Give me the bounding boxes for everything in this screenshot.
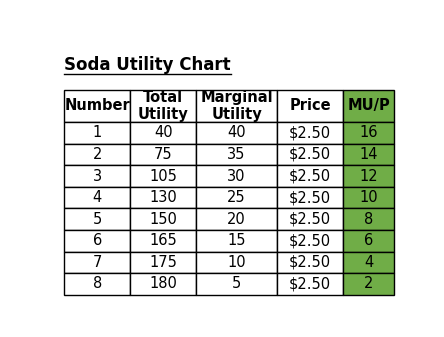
Text: Total
Utility: Total Utility — [138, 90, 189, 122]
Text: 175: 175 — [149, 255, 177, 270]
Bar — [130, 144, 196, 165]
Bar — [64, 273, 130, 295]
Text: 10: 10 — [227, 255, 246, 270]
Bar — [130, 122, 196, 144]
Bar — [196, 144, 277, 165]
Bar — [277, 252, 343, 273]
Text: $2.50: $2.50 — [289, 190, 331, 205]
Bar — [277, 208, 343, 230]
Text: 165: 165 — [149, 233, 177, 248]
Bar — [277, 90, 343, 122]
Text: $2.50: $2.50 — [289, 233, 331, 248]
Bar — [130, 230, 196, 252]
Text: 150: 150 — [149, 212, 177, 227]
Bar — [196, 187, 277, 208]
Text: 8: 8 — [92, 276, 102, 292]
Bar — [343, 187, 394, 208]
Bar — [196, 208, 277, 230]
Text: 2: 2 — [92, 147, 102, 162]
Text: $2.50: $2.50 — [289, 125, 331, 141]
Text: 7: 7 — [92, 255, 102, 270]
Bar — [196, 122, 277, 144]
Bar — [130, 208, 196, 230]
Bar — [64, 208, 130, 230]
Bar — [277, 144, 343, 165]
Text: Price: Price — [289, 98, 331, 114]
Bar — [196, 252, 277, 273]
Text: 2: 2 — [364, 276, 373, 292]
Text: 180: 180 — [149, 276, 177, 292]
Bar — [343, 230, 394, 252]
Bar — [343, 252, 394, 273]
Text: 25: 25 — [227, 190, 246, 205]
Text: 35: 35 — [227, 147, 246, 162]
Text: 30: 30 — [227, 168, 246, 184]
Text: 4: 4 — [364, 255, 373, 270]
Bar — [64, 144, 130, 165]
Bar — [277, 122, 343, 144]
Bar — [196, 273, 277, 295]
Text: Number: Number — [64, 98, 130, 114]
Bar — [277, 273, 343, 295]
Bar — [196, 90, 277, 122]
Text: 20: 20 — [227, 212, 246, 227]
Bar — [343, 122, 394, 144]
Bar — [64, 90, 130, 122]
Text: Marginal
Utility: Marginal Utility — [200, 90, 273, 122]
Bar — [277, 165, 343, 187]
Text: 6: 6 — [92, 233, 102, 248]
Bar — [64, 122, 130, 144]
Bar — [64, 230, 130, 252]
Text: $2.50: $2.50 — [289, 212, 331, 227]
Text: $2.50: $2.50 — [289, 276, 331, 292]
Bar — [343, 144, 394, 165]
Bar — [343, 90, 394, 122]
Text: 3: 3 — [92, 168, 102, 184]
Bar — [64, 187, 130, 208]
Bar — [130, 90, 196, 122]
Text: $2.50: $2.50 — [289, 255, 331, 270]
Bar — [277, 230, 343, 252]
Text: 130: 130 — [149, 190, 177, 205]
Text: 105: 105 — [149, 168, 177, 184]
Text: 40: 40 — [227, 125, 246, 141]
Bar — [343, 273, 394, 295]
Text: 1: 1 — [92, 125, 102, 141]
Text: 4: 4 — [92, 190, 102, 205]
Text: 6: 6 — [364, 233, 373, 248]
Bar — [130, 165, 196, 187]
Text: MU/P: MU/P — [347, 98, 390, 114]
Bar — [130, 273, 196, 295]
Text: 16: 16 — [360, 125, 378, 141]
Text: $2.50: $2.50 — [289, 147, 331, 162]
Bar — [277, 187, 343, 208]
Text: 75: 75 — [154, 147, 173, 162]
Text: $2.50: $2.50 — [289, 168, 331, 184]
Text: 15: 15 — [227, 233, 246, 248]
Text: 40: 40 — [154, 125, 173, 141]
Bar — [130, 187, 196, 208]
Bar — [343, 165, 394, 187]
Text: 14: 14 — [360, 147, 378, 162]
Text: Soda Utility Chart: Soda Utility Chart — [64, 56, 231, 74]
Text: 12: 12 — [360, 168, 378, 184]
Bar — [130, 252, 196, 273]
Bar — [196, 230, 277, 252]
Text: 5: 5 — [232, 276, 241, 292]
Bar — [64, 252, 130, 273]
Bar — [64, 165, 130, 187]
Text: 5: 5 — [92, 212, 102, 227]
Bar — [196, 165, 277, 187]
Text: 8: 8 — [364, 212, 373, 227]
Text: 10: 10 — [360, 190, 378, 205]
Bar — [343, 208, 394, 230]
